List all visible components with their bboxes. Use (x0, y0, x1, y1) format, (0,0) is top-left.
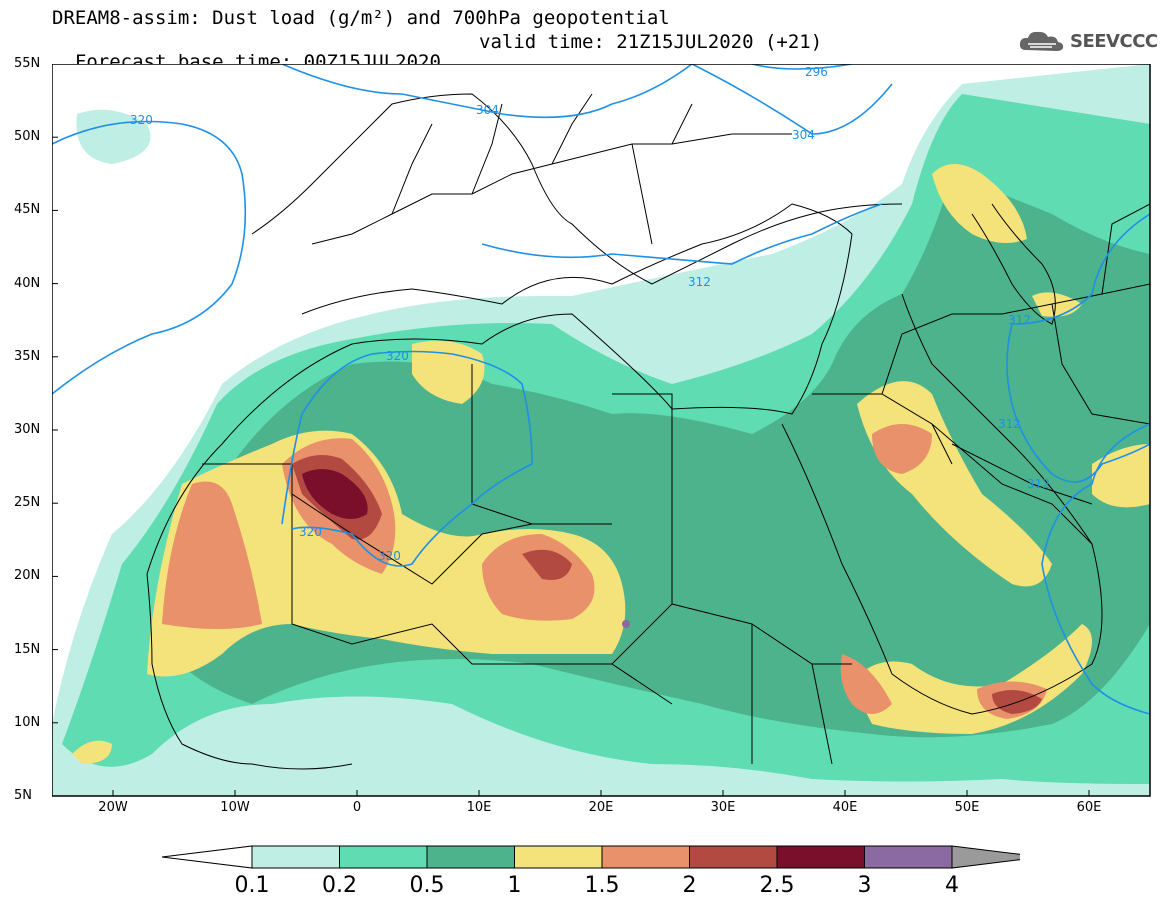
colorbar-label: 1 (508, 873, 522, 898)
contour-304 (281, 64, 693, 119)
colorbar-cell (601, 845, 690, 869)
contour-label-320a: 320 (130, 113, 153, 127)
contour-320-sahara (281, 350, 533, 567)
dust-level-1.5-niger (482, 534, 595, 621)
lon-label: 0 (352, 800, 362, 815)
colorbar-cell (426, 845, 515, 869)
coastline-caspian (971, 203, 1056, 325)
lon-label: 50E (954, 800, 980, 815)
colorbar-labels: 0.1 0.2 0.5 1 1.5 2 2.5 3 4 (235, 873, 960, 898)
contour-320-north (52, 120, 247, 395)
dust-level-1.5-eritrea (840, 654, 892, 714)
colorbar-cell-above (951, 845, 1020, 869)
contour-304-east (691, 64, 893, 135)
dust-level-1.5-arabia (872, 424, 932, 474)
lat-label: 50N (14, 129, 41, 145)
colorbar-cell (339, 845, 428, 869)
dust-level-1-caspian (932, 164, 1027, 243)
contour-312 (481, 203, 883, 265)
contour-label-296: 296 (805, 65, 828, 79)
contour-label-312a: 312 (688, 275, 711, 289)
dust-level-1.5-west (162, 481, 262, 629)
contour-312-iran (1006, 213, 1150, 483)
colorbar-cell (776, 845, 865, 869)
colorbar-label: 3 (858, 873, 872, 898)
colorbar-cell-below (161, 845, 253, 869)
lat-label: 25N (14, 495, 41, 511)
colorbar-label: 1.5 (585, 873, 620, 898)
border-sahara-1 (202, 463, 612, 585)
coastline-red-sea (781, 293, 1103, 715)
colorbar-cell (251, 845, 340, 869)
lon-ticks (112, 790, 1090, 796)
colorbar-cell (514, 845, 603, 869)
contour-label-320c: 320 (299, 525, 322, 539)
dust-level-1-iran (1092, 444, 1150, 508)
colorbar: 0.1 0.2 0.5 1 1.5 2 2.5 3 4 (161, 845, 1020, 898)
border-asia (1001, 203, 1150, 425)
lat-label: 5N (14, 788, 32, 803)
contour-label-304b: 304 (792, 128, 815, 142)
dust-level-2-chad (522, 549, 572, 580)
coastline-north-africa (146, 203, 853, 575)
contour-312-arabia (1041, 423, 1150, 715)
colorbar-cell (864, 845, 953, 869)
contour-296 (751, 64, 853, 70)
border-europe-2 (391, 93, 693, 245)
lon-label: 30E (710, 800, 736, 815)
cloud-icon (1019, 31, 1064, 51)
lon-label: 20W (98, 800, 128, 815)
contour-label-304a: 304 (476, 103, 499, 117)
border-europe-1 (311, 133, 792, 245)
lat-label: 55N (14, 56, 41, 71)
contour-label-312b: 312 (1008, 313, 1031, 327)
border-sahel (291, 494, 673, 705)
lon-label: 20E (588, 800, 614, 815)
lat-label: 45N (14, 202, 41, 218)
lat-label: 40N (14, 275, 41, 291)
dust-level-0.1-atlantic (76, 109, 151, 164)
lon-label: 60E (1076, 800, 1102, 815)
colorbar-label: 0.5 (410, 873, 445, 898)
coastlines (146, 93, 1150, 770)
lon-label: 10E (466, 800, 492, 815)
colorbar-label: 0.2 (322, 873, 357, 898)
lat-ticks (52, 64, 58, 797)
dust-level-1-coast (72, 740, 112, 764)
dust-fields (52, 64, 1150, 796)
lon-label: 10W (220, 800, 250, 815)
colorbar-label: 4 (945, 873, 959, 898)
coastline-europe (251, 93, 903, 285)
contour-label-320d: 320 (378, 549, 401, 563)
lat-label: 10N (14, 714, 41, 730)
border-arabia (812, 313, 1093, 545)
seevccc-logo: SEEVCCC (1018, 26, 1158, 56)
dust-map: 296 304 304 320 312 312 312 312 320 320 … (52, 64, 1151, 797)
colorbar-label: 0.1 (235, 873, 270, 898)
contour-labels: 296 304 304 320 312 312 312 312 320 320 … (130, 65, 1050, 563)
logo-text: SEEVCCC (1070, 30, 1158, 52)
border-east-africa (671, 603, 852, 765)
lat-label: 35N (14, 348, 41, 364)
contour-label-312c: 312 (998, 417, 1021, 431)
colorbar-cell (689, 845, 778, 869)
dust-level-3 (622, 620, 630, 628)
lat-label: 15N (14, 641, 41, 657)
coastline-west-africa (146, 573, 353, 770)
colorbar-label: 2.5 (760, 873, 795, 898)
contour-label-312d: 312 (1027, 477, 1050, 491)
lat-label: 30N (14, 422, 41, 437)
lat-label: 20N (14, 568, 41, 584)
geopotential-contours (52, 64, 1150, 715)
lon-label: 40E (832, 800, 858, 815)
colorbar-label: 2 (683, 873, 697, 898)
map-title: DREAM8-assim: Dust load (g/m²) and 700hP… (52, 7, 670, 29)
colorbar-cells (161, 845, 1020, 869)
contour-label-320b: 320 (386, 349, 409, 363)
valid-time: valid time: 21Z15JUL2020 (+21) (479, 31, 823, 53)
dust-level-2.5 (302, 469, 368, 519)
